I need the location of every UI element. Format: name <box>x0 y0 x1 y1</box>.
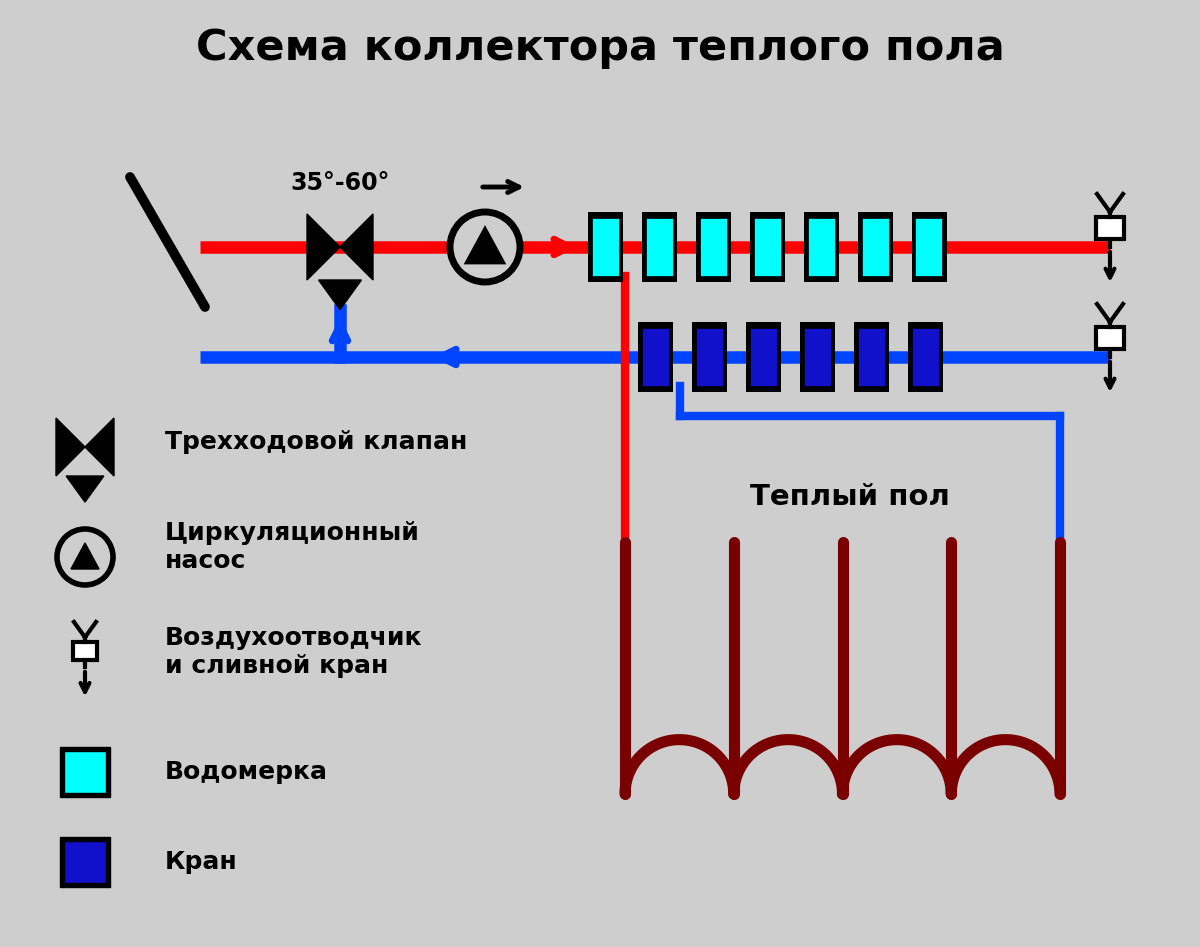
Circle shape <box>450 212 520 282</box>
Text: Циркуляционный
насос: Циркуляционный насос <box>166 521 420 573</box>
Bar <box>912 212 947 282</box>
Bar <box>750 328 776 386</box>
Polygon shape <box>466 228 504 263</box>
Bar <box>642 212 677 282</box>
Text: Трехходовой клапан: Трехходовой клапан <box>166 430 467 454</box>
Polygon shape <box>66 476 104 502</box>
Bar <box>1096 217 1124 239</box>
Bar <box>858 212 893 282</box>
Polygon shape <box>340 214 373 280</box>
Polygon shape <box>85 418 114 476</box>
Bar <box>64 751 106 793</box>
Bar <box>642 328 668 386</box>
Bar <box>637 322 672 392</box>
Text: 35°-60°: 35°-60° <box>290 171 390 195</box>
Bar <box>1096 327 1124 349</box>
Text: Схема коллектора теплого пола: Схема коллектора теплого пола <box>196 27 1004 69</box>
Text: Воздухоотводчик
и сливной кран: Воздухоотводчик и сливной кран <box>166 626 422 678</box>
Bar <box>853 322 888 392</box>
Bar <box>646 218 672 276</box>
Circle shape <box>58 529 113 585</box>
Bar <box>592 218 618 276</box>
Bar <box>916 218 942 276</box>
Text: Теплый пол: Теплый пол <box>750 483 950 511</box>
Bar <box>60 837 110 887</box>
Bar <box>60 747 110 797</box>
Bar <box>691 322 726 392</box>
Bar <box>754 218 780 276</box>
Text: Водомерка: Водомерка <box>166 760 328 784</box>
Bar <box>804 328 830 386</box>
Bar <box>804 212 839 282</box>
Text: Кран: Кран <box>166 850 238 874</box>
Bar <box>745 322 780 392</box>
Bar <box>73 641 97 660</box>
Bar <box>907 322 942 392</box>
Bar <box>808 218 834 276</box>
Polygon shape <box>56 418 85 476</box>
Bar <box>750 212 785 282</box>
Polygon shape <box>318 280 361 310</box>
Bar <box>696 212 731 282</box>
Polygon shape <box>307 214 340 280</box>
Polygon shape <box>71 543 98 569</box>
Bar <box>588 212 623 282</box>
Bar <box>696 328 722 386</box>
Bar <box>64 841 106 883</box>
Bar <box>858 328 884 386</box>
Bar <box>700 218 726 276</box>
Bar <box>862 218 888 276</box>
Bar <box>912 328 938 386</box>
Bar <box>799 322 834 392</box>
